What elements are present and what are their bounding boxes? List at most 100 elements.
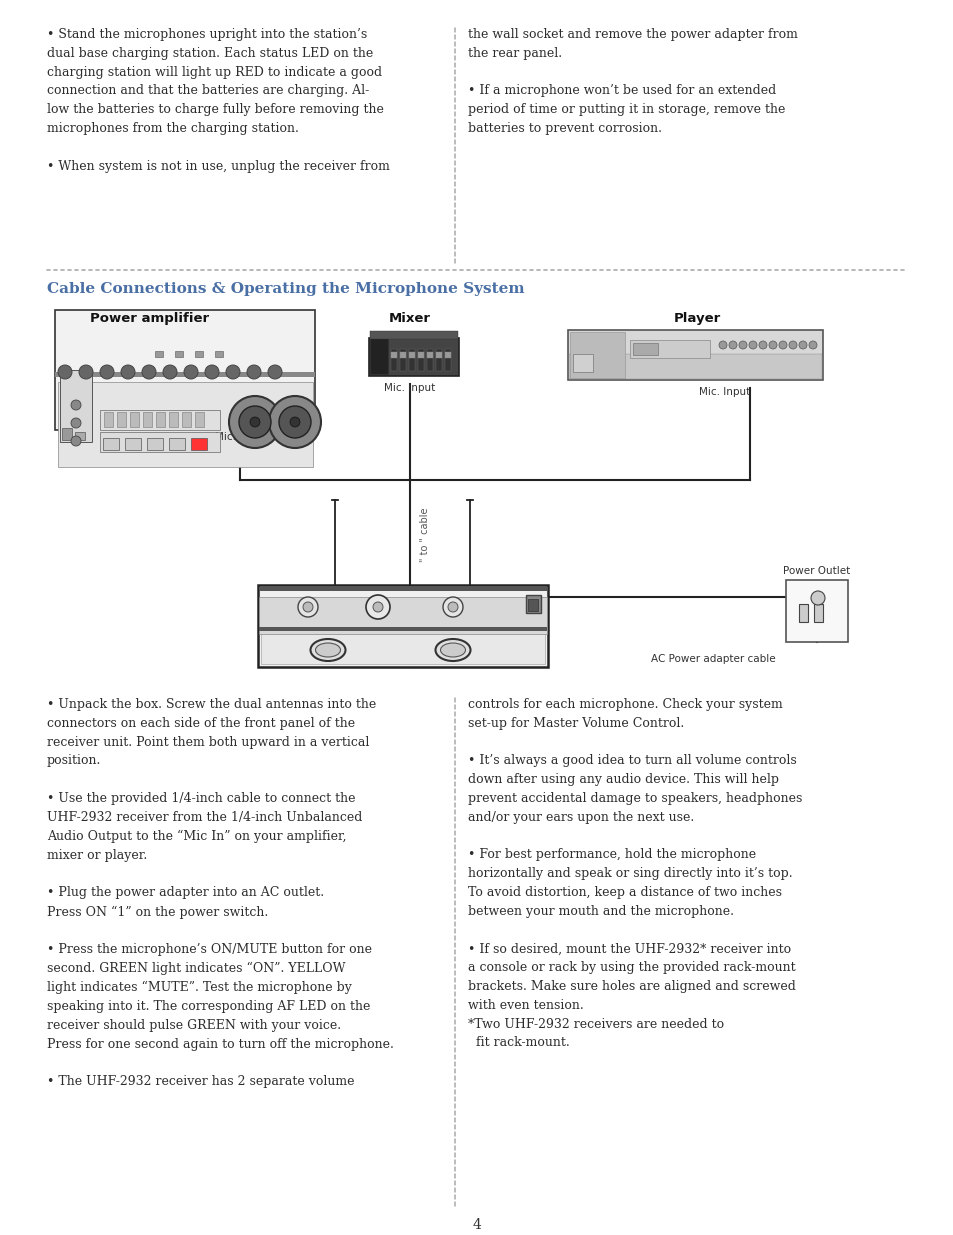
- Bar: [55, 372, 314, 377]
- Circle shape: [184, 366, 198, 379]
- Circle shape: [719, 341, 726, 350]
- Circle shape: [121, 366, 135, 379]
- Bar: [427, 350, 433, 370]
- Circle shape: [290, 417, 299, 427]
- Bar: [399, 350, 406, 370]
- Bar: [258, 587, 546, 592]
- Bar: [629, 340, 709, 358]
- Bar: [444, 352, 451, 358]
- Circle shape: [728, 341, 737, 350]
- Bar: [569, 332, 624, 378]
- Bar: [399, 352, 406, 358]
- Text: Mic. Input: Mic. Input: [214, 432, 266, 442]
- Circle shape: [100, 366, 113, 379]
- Text: Power Outlet: Power Outlet: [782, 566, 850, 576]
- Bar: [417, 350, 423, 370]
- Bar: [60, 370, 91, 442]
- Bar: [370, 331, 457, 338]
- Bar: [58, 382, 313, 467]
- Bar: [568, 354, 821, 379]
- Circle shape: [373, 601, 382, 613]
- Text: Player: Player: [673, 312, 720, 325]
- Ellipse shape: [435, 638, 470, 661]
- Bar: [174, 351, 183, 357]
- Text: the wall socket and remove the power adapter from
the rear panel.

• If a microp: the wall socket and remove the power ada…: [468, 28, 797, 135]
- Bar: [370, 338, 388, 374]
- Bar: [117, 412, 126, 427]
- Bar: [444, 350, 451, 370]
- Bar: [427, 352, 433, 358]
- Circle shape: [142, 366, 156, 379]
- Bar: [169, 412, 178, 427]
- Circle shape: [79, 366, 92, 379]
- Bar: [191, 438, 207, 450]
- Bar: [258, 627, 546, 631]
- Circle shape: [739, 341, 746, 350]
- Bar: [143, 412, 152, 427]
- Bar: [436, 352, 441, 358]
- Circle shape: [268, 366, 282, 379]
- Circle shape: [748, 341, 757, 350]
- Circle shape: [779, 341, 786, 350]
- Bar: [799, 604, 807, 622]
- Bar: [194, 351, 203, 357]
- Bar: [525, 595, 540, 613]
- Bar: [417, 352, 423, 358]
- Text: Cable Connections & Operating the Microphone System: Cable Connections & Operating the Microp…: [47, 282, 524, 296]
- Bar: [194, 412, 204, 427]
- Bar: [55, 310, 314, 430]
- Ellipse shape: [440, 643, 465, 657]
- Circle shape: [163, 366, 177, 379]
- Bar: [633, 343, 658, 354]
- Circle shape: [269, 396, 320, 448]
- Bar: [103, 438, 119, 450]
- Circle shape: [768, 341, 776, 350]
- Bar: [125, 438, 141, 450]
- Circle shape: [799, 341, 806, 350]
- Circle shape: [810, 592, 824, 605]
- Text: • Stand the microphones upright into the station’s
dual base charging station. E: • Stand the microphones upright into the…: [47, 28, 390, 173]
- Circle shape: [71, 436, 81, 446]
- Circle shape: [442, 597, 462, 618]
- Bar: [130, 412, 139, 427]
- Bar: [182, 412, 191, 427]
- Circle shape: [205, 366, 219, 379]
- Bar: [100, 410, 220, 430]
- Circle shape: [71, 417, 81, 429]
- Bar: [257, 585, 547, 667]
- Text: • Unpack the box. Screw the dual antennas into the
connectors on each side of th: • Unpack the box. Screw the dual antenna…: [47, 698, 394, 1088]
- Bar: [391, 350, 396, 370]
- Bar: [75, 432, 85, 440]
- Text: Mic. Input: Mic. Input: [384, 383, 436, 393]
- Bar: [391, 352, 396, 358]
- Circle shape: [303, 601, 313, 613]
- Bar: [261, 622, 544, 664]
- Circle shape: [239, 406, 271, 438]
- Text: Mic. Input: Mic. Input: [698, 387, 749, 396]
- Circle shape: [229, 396, 281, 448]
- Bar: [567, 330, 822, 380]
- Bar: [154, 351, 163, 357]
- Text: " to " cable: " to " cable: [419, 508, 430, 562]
- Circle shape: [58, 366, 71, 379]
- Bar: [409, 352, 415, 358]
- Bar: [436, 350, 441, 370]
- Circle shape: [366, 595, 390, 619]
- Bar: [527, 599, 537, 611]
- Bar: [573, 354, 593, 372]
- Ellipse shape: [310, 638, 345, 661]
- Circle shape: [278, 406, 311, 438]
- Circle shape: [759, 341, 766, 350]
- Bar: [409, 350, 415, 370]
- Circle shape: [808, 341, 816, 350]
- Bar: [813, 604, 822, 622]
- Bar: [104, 412, 112, 427]
- Bar: [100, 432, 220, 452]
- Bar: [147, 438, 163, 450]
- Bar: [785, 580, 847, 642]
- Bar: [62, 429, 71, 440]
- Circle shape: [788, 341, 796, 350]
- Text: 4: 4: [472, 1218, 481, 1233]
- Circle shape: [71, 400, 81, 410]
- Circle shape: [297, 597, 317, 618]
